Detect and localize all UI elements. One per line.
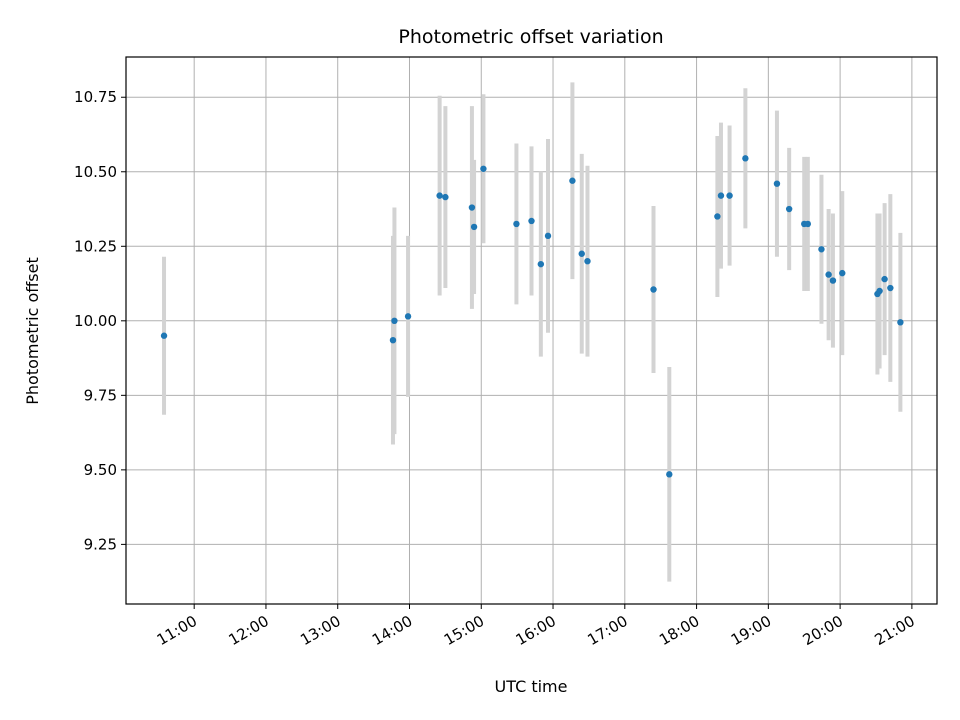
- data-point: [887, 284, 894, 292]
- y-tick-label: 9.50: [84, 461, 117, 479]
- x-axis-ticks: 11:00 12:00 13:00 14:00 15:00 16:00 17:00 18:00…: [154, 604, 918, 649]
- data-point: [785, 205, 793, 213]
- data-point: [528, 217, 535, 225]
- x-tick-label: 19:00: [728, 612, 774, 649]
- data-point: [569, 177, 576, 184]
- y-tick-label: 10.00: [74, 312, 117, 330]
- data-point: [818, 246, 825, 253]
- y-tick-label: 10.25: [74, 237, 117, 255]
- x-tick-label: 18:00: [656, 612, 702, 649]
- data-point: [897, 319, 904, 326]
- data-point: [391, 317, 398, 325]
- x-tick-label: 11:00: [154, 612, 200, 649]
- x-tick-label: 13:00: [297, 612, 343, 649]
- x-tick-label: 16:00: [513, 612, 559, 649]
- data-point: [537, 260, 545, 268]
- chart-title: Photometric offset variation: [398, 26, 663, 48]
- data-point: [442, 193, 449, 201]
- data-point: [470, 223, 478, 231]
- data-point: [829, 277, 837, 284]
- x-tick-label: 21:00: [871, 612, 917, 649]
- y-tick-label: 10.50: [74, 163, 117, 181]
- data-point: [584, 257, 591, 265]
- x-tick-label: 15:00: [441, 612, 487, 649]
- data-point: [876, 287, 883, 295]
- data-point: [804, 220, 812, 228]
- errorbars: [162, 82, 903, 582]
- data-point: [825, 271, 832, 278]
- x-axis-label: UTC time: [495, 677, 568, 696]
- data-point: [160, 332, 168, 339]
- data-point: [578, 250, 585, 257]
- data-point: [513, 220, 520, 228]
- data-point: [839, 269, 846, 277]
- data-point: [717, 192, 725, 199]
- data-points: [160, 155, 904, 478]
- x-tick-label: 17:00: [584, 612, 630, 649]
- data-point: [881, 275, 888, 283]
- data-point: [404, 313, 412, 320]
- x-tick-label: 14:00: [369, 612, 415, 649]
- plot-frame: [125, 56, 938, 605]
- grid-lines: [126, 57, 937, 604]
- y-axis-label: Photometric offset: [23, 257, 42, 405]
- data-point: [436, 192, 443, 199]
- data-point: [544, 232, 552, 240]
- y-tick-label: 9.75: [84, 386, 117, 404]
- data-point: [480, 165, 487, 172]
- data-point: [714, 213, 721, 220]
- y-tick-label: 9.25: [84, 535, 117, 553]
- y-axis-ticks: 9.25 9.50 9.75 10.00 10.25 10.50 10.75: [74, 88, 126, 553]
- x-tick-label: 20:00: [800, 612, 846, 649]
- data-point: [726, 192, 733, 199]
- data-point: [773, 180, 781, 187]
- data-point: [666, 471, 673, 478]
- data-point: [389, 336, 397, 344]
- data-point: [650, 286, 657, 293]
- data-point: [742, 155, 749, 162]
- data-point: [468, 204, 476, 211]
- x-tick-label: 12:00: [226, 612, 272, 649]
- y-tick-label: 10.75: [74, 88, 117, 106]
